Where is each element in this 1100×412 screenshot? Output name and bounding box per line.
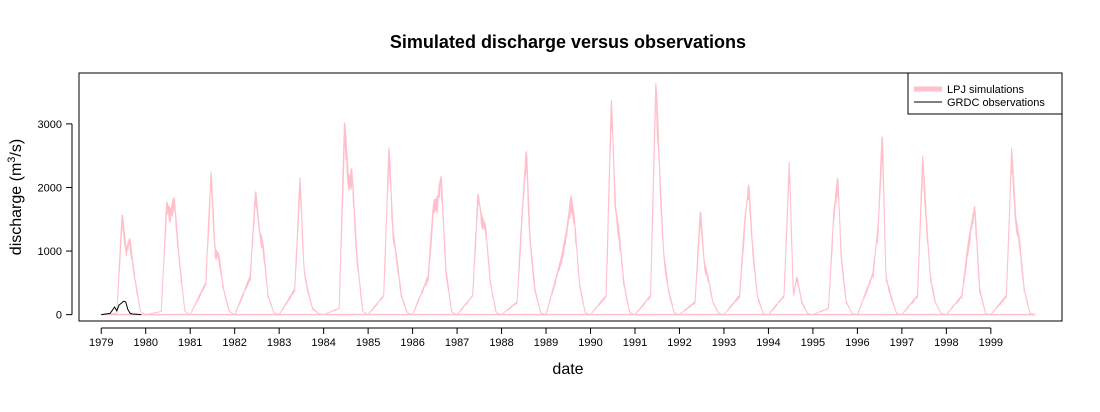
sim-year-1992 bbox=[679, 211, 725, 316]
x-tick-label-1989: 1989 bbox=[534, 337, 558, 349]
x-tick-label-1996: 1996 bbox=[845, 337, 869, 349]
y-tick-label-1000: 1000 bbox=[38, 246, 62, 258]
x-tick-label-1998: 1998 bbox=[934, 337, 958, 349]
x-tick-label-1999: 1999 bbox=[979, 337, 1003, 349]
simulation-series bbox=[101, 83, 1036, 316]
sim-year-1997 bbox=[901, 155, 947, 316]
observation-series bbox=[101, 300, 142, 316]
y-tick-label-2000: 2000 bbox=[38, 182, 62, 194]
y-tick-label-0: 0 bbox=[56, 310, 62, 322]
x-tick-label-1990: 1990 bbox=[578, 337, 602, 349]
x-tick-label-1984: 1984 bbox=[311, 337, 335, 349]
sim-year-1990 bbox=[590, 100, 636, 316]
obs-line bbox=[101, 300, 142, 316]
sim-year-1979 bbox=[101, 214, 146, 316]
sim-year-1988 bbox=[501, 150, 547, 316]
y-axis-title-part2: /s) bbox=[8, 139, 25, 157]
plot-frame bbox=[78, 72, 1063, 322]
chart-title: Simulated discharge versus observations bbox=[390, 32, 746, 52]
y-axis-title-superscript: 3 bbox=[6, 157, 18, 163]
sim-year-1983 bbox=[278, 177, 324, 316]
x-tick-label-1985: 1985 bbox=[356, 337, 380, 349]
x-tick-label-1992: 1992 bbox=[667, 337, 691, 349]
sim-year-1989 bbox=[545, 195, 591, 316]
x-axis-title: date bbox=[552, 361, 583, 378]
sim-year-1982 bbox=[234, 191, 280, 316]
x-tick-label-1982: 1982 bbox=[222, 337, 246, 349]
x-tick-label-1988: 1988 bbox=[489, 337, 513, 349]
sim-year-1996 bbox=[856, 136, 902, 316]
x-tick-label-1994: 1994 bbox=[756, 337, 780, 349]
sim-year-1998 bbox=[946, 205, 991, 316]
x-tick-label-1986: 1986 bbox=[400, 337, 424, 349]
sim-year-1991 bbox=[634, 83, 680, 316]
legend: LPJ simulations GRDC observations bbox=[907, 72, 1063, 115]
x-tick-label-1981: 1981 bbox=[178, 337, 202, 349]
sim-year-1985 bbox=[367, 147, 413, 316]
legend-label-simulations: LPJ simulations bbox=[947, 84, 1025, 96]
sim-year-1994 bbox=[768, 161, 813, 316]
y-axis: 0 1000 2000 3000 bbox=[38, 119, 73, 322]
x-tick-label-1983: 1983 bbox=[267, 337, 291, 349]
y-axis-title: discharge (m3/s) bbox=[6, 139, 25, 255]
sim-year-1987 bbox=[456, 193, 502, 316]
x-axis: 1979 1980 1981 1982 1983 1984 1985 1986 1987 1988… bbox=[89, 327, 1003, 349]
x-tick-label-1997: 1997 bbox=[890, 337, 914, 349]
sim-year-1995 bbox=[812, 177, 858, 316]
x-tick-label-1980: 1980 bbox=[133, 337, 157, 349]
legend-box bbox=[907, 72, 1063, 115]
x-tick-label-1995: 1995 bbox=[801, 337, 825, 349]
sim-year-1980 bbox=[145, 196, 191, 316]
sim-year-1984 bbox=[323, 122, 369, 316]
sim-year-1986 bbox=[412, 175, 458, 316]
legend-label-observations: GRDC observations bbox=[947, 97, 1045, 109]
sim-year-1999 bbox=[990, 147, 1036, 316]
y-axis-title-part1: discharge (m bbox=[8, 163, 25, 255]
x-tick-label-1987: 1987 bbox=[445, 337, 469, 349]
y-tick-label-3000: 3000 bbox=[38, 119, 62, 131]
x-tick-label-1991: 1991 bbox=[623, 337, 647, 349]
sim-year-1981 bbox=[189, 171, 235, 316]
x-tick-label-1993: 1993 bbox=[712, 337, 736, 349]
x-tick-label-1979: 1979 bbox=[89, 337, 113, 349]
sim-year-1993 bbox=[723, 184, 769, 316]
